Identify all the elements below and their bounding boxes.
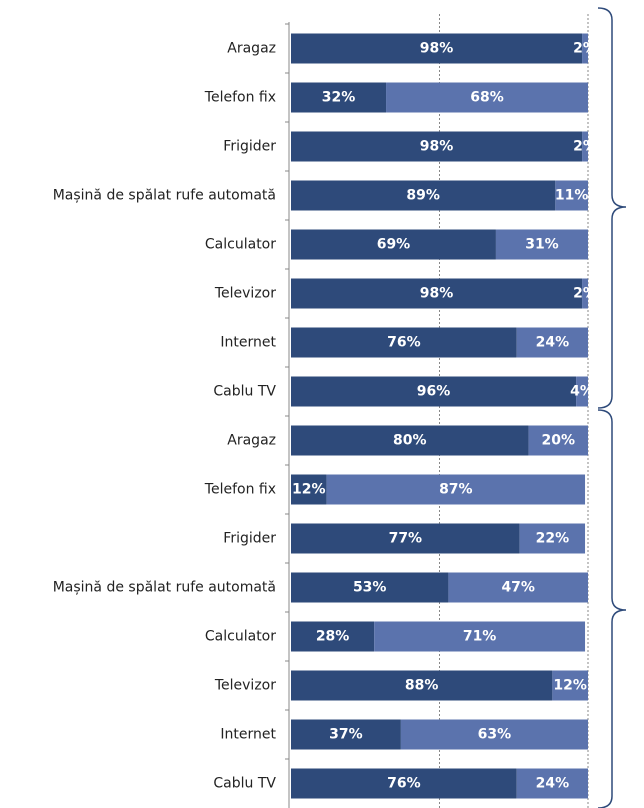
data-label: 47% [501, 580, 535, 596]
bar-segment [519, 523, 586, 554]
bar-segment [448, 572, 588, 603]
bar-segment [291, 278, 583, 309]
data-label: 37% [329, 727, 363, 743]
bar-segment [291, 180, 556, 211]
data-label: 11% [555, 188, 589, 204]
bar-segment [516, 768, 588, 799]
y-tick-label: Telefon fix [204, 90, 276, 106]
bar-segment [555, 180, 588, 211]
bar-segment [291, 719, 401, 750]
data-label: 76% [387, 335, 421, 351]
y-tick-label: Calculator [205, 237, 276, 253]
bar-segment [291, 327, 517, 358]
bar-segment [291, 425, 529, 456]
bar-segment [291, 523, 520, 554]
data-label: 68% [470, 90, 504, 106]
bar-segment [291, 33, 583, 64]
data-label: 96% [417, 384, 451, 400]
bar-segment [386, 82, 588, 113]
y-tick-label: Frigider [223, 531, 276, 547]
data-label: 32% [322, 90, 356, 106]
y-tick-label: Calculator [205, 629, 276, 645]
bar-segment [528, 425, 588, 456]
data-label: 2% [573, 139, 597, 155]
data-label: 2% [573, 286, 597, 302]
bar-segment [291, 621, 375, 652]
data-label: 20% [542, 433, 576, 449]
bar-segment [326, 474, 586, 505]
data-label: 87% [439, 482, 473, 498]
bar-segment [291, 768, 517, 799]
y-tick-label: Frigider [223, 139, 276, 155]
data-label: 69% [377, 237, 411, 253]
data-label: 12% [292, 482, 326, 498]
y-tick-label: Internet [220, 727, 276, 743]
bar-segment [582, 131, 588, 162]
y-tick-label: Televizor [214, 286, 276, 302]
y-tick-label: Cablu TV [213, 384, 276, 400]
bar-segment [374, 621, 586, 652]
y-tick-label: Telefon fix [204, 482, 276, 498]
bar-segment [291, 229, 496, 260]
data-label: 53% [353, 580, 387, 596]
data-label: 88% [405, 678, 439, 694]
bar-segment [291, 670, 553, 701]
bar-segment [291, 474, 327, 505]
bar-segment [400, 719, 588, 750]
data-label: 98% [420, 41, 454, 57]
y-tick-label: Aragaz [227, 41, 276, 57]
bar-segment [495, 229, 588, 260]
y-tick-label: Mașină de spălat rufe automată [53, 188, 276, 204]
data-label: 71% [463, 629, 497, 645]
data-label: 24% [536, 776, 570, 792]
data-label: 77% [389, 531, 423, 547]
data-label: 2% [573, 41, 597, 57]
data-label: 63% [478, 727, 512, 743]
bar-segment [552, 670, 588, 701]
group-brace [597, 409, 627, 808]
bar-segment [582, 33, 588, 64]
data-label: 80% [393, 433, 427, 449]
group-brace [597, 7, 627, 409]
data-label: 98% [420, 286, 454, 302]
bar-segment [291, 82, 387, 113]
bar-segment [582, 278, 588, 309]
data-label: 12% [553, 678, 587, 694]
data-label: 4% [570, 384, 594, 400]
bar-segment [291, 131, 583, 162]
data-label: 28% [316, 629, 350, 645]
bar-segment [291, 572, 449, 603]
data-label: 98% [420, 139, 454, 155]
data-label: 89% [406, 188, 440, 204]
data-label: 76% [387, 776, 421, 792]
bar-segment [291, 376, 577, 407]
data-label: 22% [536, 531, 570, 547]
data-label: 24% [536, 335, 570, 351]
bar-segment [516, 327, 588, 358]
y-tick-label: Mașină de spălat rufe automată [53, 580, 276, 596]
data-label: 31% [525, 237, 559, 253]
y-tick-label: Aragaz [227, 433, 276, 449]
y-tick-label: Televizor [214, 678, 276, 694]
y-tick-label: Cablu TV [213, 776, 276, 792]
y-tick-label: Internet [220, 335, 276, 351]
bar-segment [576, 376, 588, 407]
